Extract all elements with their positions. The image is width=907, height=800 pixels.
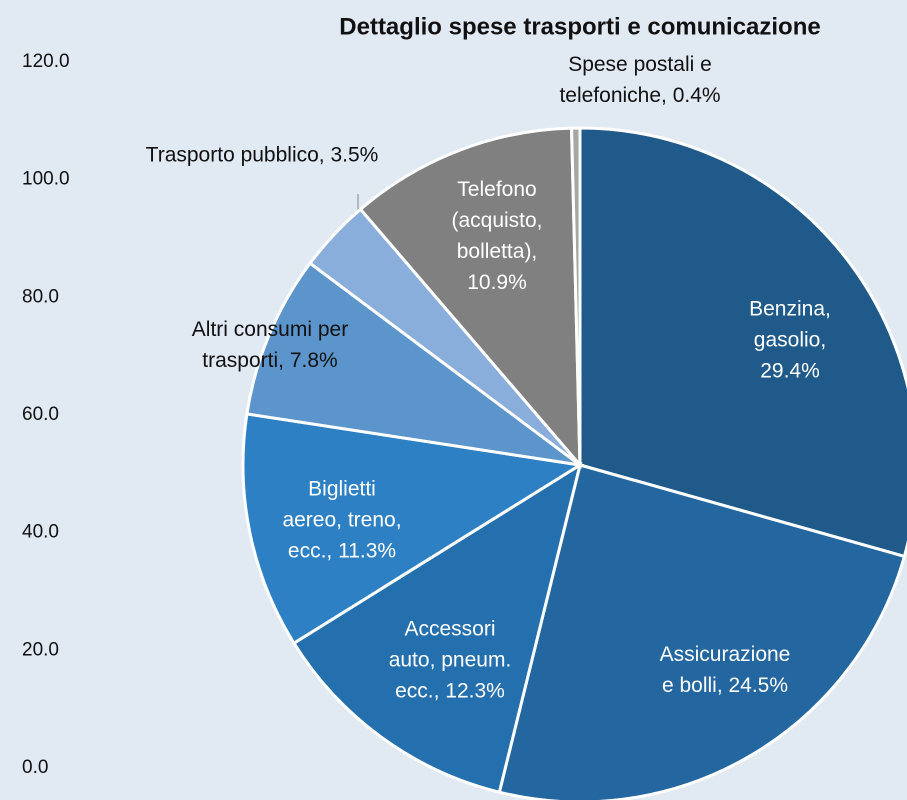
data-label: Spese postali e telefoniche, 0.4% [559, 53, 721, 107]
data-label: Trasporto pubblico, 3.5% [145, 143, 379, 167]
data-label: Accessori auto, pneum. ecc., 12.3% [388, 617, 512, 703]
y-tick-label: 20.0 [22, 639, 59, 660]
data-label: Telefono (acquisto, bolletta), 10.9% [451, 178, 543, 294]
data-label: Benzina, gasolio, 29.4% [749, 297, 831, 383]
chart-title: Dettaglio spese trasporti e comunicazion… [339, 13, 820, 40]
pie-slice [291, 461, 583, 795]
pie-slice [241, 412, 585, 646]
y-tick-label: 60.0 [22, 404, 59, 425]
y-tick-label: 80.0 [22, 286, 59, 307]
pie-slice [578, 126, 907, 559]
y-tick-label: 100.0 [22, 169, 70, 190]
data-label: Altri consumi per trasporti, 7.8% [191, 318, 349, 372]
pie-slice [570, 126, 582, 466]
y-tick-label: 120.0 [22, 51, 70, 72]
pie-slice [245, 261, 581, 467]
y-tick-label: 0.0 [22, 757, 48, 778]
pie-slice [358, 126, 582, 470]
data-label: Assicurazione e bolli, 24.5% [659, 643, 791, 697]
pie-slice [497, 463, 907, 800]
data-label: Biglietti aereo, treno, ecc., 11.3% [282, 477, 402, 563]
y-tick-label: 40.0 [22, 522, 59, 543]
